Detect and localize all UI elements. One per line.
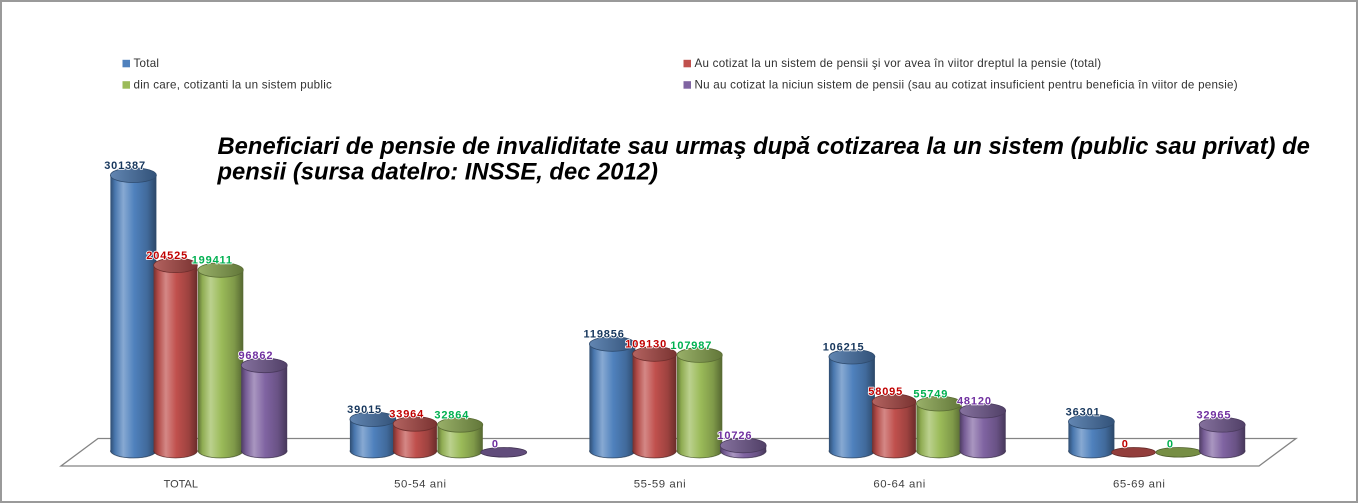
- svg-text:96862: 96862: [238, 350, 273, 362]
- svg-text:Total: Total: [134, 57, 160, 70]
- svg-text:58095: 58095: [868, 386, 903, 398]
- svg-text:301387: 301387: [104, 160, 146, 172]
- svg-text:60-64 ani: 60-64 ani: [873, 479, 925, 491]
- svg-text:199411: 199411: [192, 255, 233, 267]
- svg-text:48120: 48120: [957, 395, 992, 407]
- svg-text:106215: 106215: [823, 341, 865, 353]
- svg-text:Beneficiari de pensie de inval: Beneficiari de pensie de invaliditate sa…: [218, 133, 1310, 160]
- svg-text:TOTAL: TOTAL: [164, 479, 198, 491]
- svg-text:55-59 ani: 55-59 ani: [634, 479, 686, 491]
- svg-text:39015: 39015: [347, 404, 382, 416]
- svg-text:55749: 55749: [913, 388, 948, 400]
- svg-text:36301: 36301: [1066, 406, 1101, 418]
- svg-text:10726: 10726: [717, 430, 752, 442]
- svg-text:32864: 32864: [434, 410, 469, 422]
- svg-text:Nu au cotizat la niciun sistem: Nu au cotizat la niciun sistem de pensii…: [695, 78, 1238, 91]
- svg-text:204525: 204525: [146, 250, 188, 262]
- svg-text:pensii (sursa datelro: INSSE,: pensii (sursa datelro: INSSE, dec 2012): [217, 159, 658, 186]
- svg-text:33964: 33964: [389, 409, 424, 421]
- svg-text:32965: 32965: [1196, 410, 1231, 422]
- svg-text:50-54 ani: 50-54 ani: [394, 479, 446, 491]
- svg-text:din care, cotizanti la un sist: din care, cotizanti la un sistem public: [134, 78, 333, 91]
- svg-text:119856: 119856: [583, 329, 624, 341]
- svg-text:Au cotizat la un sistem de pen: Au cotizat la un sistem de pensii şi vor…: [695, 57, 1102, 70]
- svg-text:107987: 107987: [670, 340, 712, 352]
- svg-text:65-69 ani: 65-69 ani: [1113, 479, 1165, 491]
- svg-text:0: 0: [1167, 439, 1174, 451]
- svg-text:109130: 109130: [625, 339, 667, 351]
- svg-text:0: 0: [1122, 439, 1129, 451]
- svg-text:0: 0: [492, 439, 499, 451]
